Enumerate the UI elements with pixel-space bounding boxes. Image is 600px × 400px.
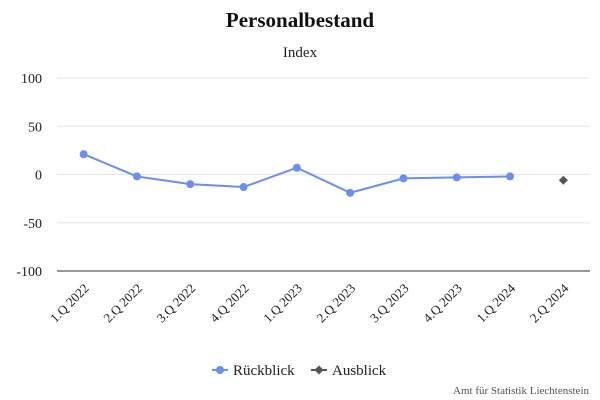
x-tick-label-4: 1.Q 2023	[260, 281, 305, 326]
series-0-point-6[interactable]	[399, 174, 408, 183]
series-0-point-7[interactable]	[452, 173, 461, 182]
legend-marker-0	[216, 366, 224, 374]
series-0-point-4[interactable]	[292, 163, 301, 172]
legend-label-1: Ausblick	[332, 363, 387, 379]
legend-label-0: Rückblick	[233, 363, 295, 379]
y-tick-label-4: -100	[16, 265, 42, 280]
x-tick-label-1: 2.Q 2022	[100, 281, 145, 326]
chart-title: Personalbestand	[226, 8, 375, 32]
series-1-point-9[interactable]	[558, 175, 568, 185]
y-tick-label-3: -50	[23, 217, 42, 232]
x-tick-label-3: 4.Q 2022	[207, 281, 252, 326]
series-0-point-1[interactable]	[132, 172, 141, 181]
x-tick-label-7: 4.Q 2023	[420, 281, 465, 326]
legend-item-1[interactable]: Ausblick	[311, 363, 387, 379]
series-layer	[79, 150, 568, 197]
legend: Rückblick Ausblick	[212, 363, 387, 379]
y-axis-ticks: 100 50 0 -50 -100	[16, 72, 42, 280]
series-0-point-0[interactable]	[79, 150, 88, 159]
series-0-point-2[interactable]	[186, 180, 195, 189]
chart-subtitle: Index	[283, 45, 318, 61]
x-tick-label-5: 2.Q 2023	[313, 281, 358, 326]
y-tick-label-1: 50	[28, 120, 42, 135]
x-tick-label-6: 3.Q 2023	[367, 281, 412, 326]
series-0-point-3[interactable]	[239, 183, 248, 192]
legend-item-0[interactable]: Rückblick	[212, 363, 295, 379]
series-line-0	[83, 153, 511, 194]
grid-lines	[57, 77, 590, 272]
y-tick-label-2: 0	[35, 169, 42, 184]
chart-credit: Amt für Statistik Liechtenstein	[453, 385, 589, 397]
y-tick-label-0: 100	[21, 72, 42, 87]
x-axis-ticks: 1.Q 2022 2.Q 2022 3.Q 2022 4.Q 2022 1.Q 2023…	[47, 280, 572, 325]
x-tick-label-9: 2.Q 2024	[527, 280, 572, 325]
x-tick-label-8: 1.Q 2024	[473, 280, 518, 325]
x-tick-label-0: 1.Q 2022	[47, 281, 92, 326]
series-0-point-8[interactable]	[506, 172, 515, 181]
legend-marker-1	[314, 365, 324, 375]
series-0-point-5[interactable]	[346, 188, 355, 197]
x-tick-label-2: 3.Q 2022	[154, 281, 199, 326]
